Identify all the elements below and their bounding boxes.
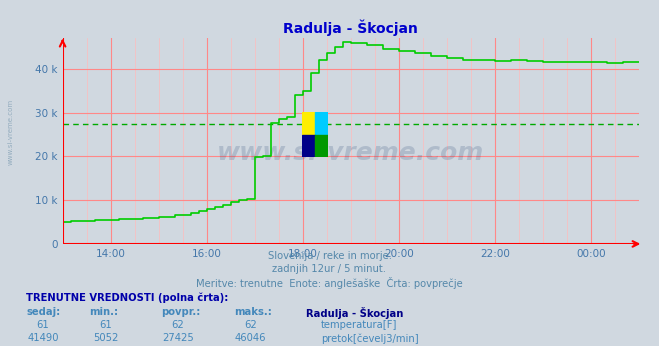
Bar <box>302 112 315 135</box>
Text: 46046: 46046 <box>235 333 266 343</box>
Text: www.si-vreme.com: www.si-vreme.com <box>217 142 484 165</box>
Text: Slovenija / reke in morje.: Slovenija / reke in morje. <box>268 251 391 261</box>
Text: TRENUTNE VREDNOSTI (polna črta):: TRENUTNE VREDNOSTI (polna črta): <box>26 292 229 303</box>
Text: 41490: 41490 <box>27 333 59 343</box>
Text: 61: 61 <box>99 320 112 330</box>
Bar <box>315 112 328 135</box>
Text: zadnjih 12ur / 5 minut.: zadnjih 12ur / 5 minut. <box>273 264 386 274</box>
Text: 5052: 5052 <box>93 333 118 343</box>
Text: temperatura[F]: temperatura[F] <box>321 320 397 330</box>
Title: Radulja - Škocjan: Radulja - Škocjan <box>283 19 418 36</box>
Bar <box>302 135 315 157</box>
Text: povpr.:: povpr.: <box>161 307 201 317</box>
Text: Meritve: trenutne  Enote: anglešaške  Črta: povprečje: Meritve: trenutne Enote: anglešaške Črta… <box>196 277 463 289</box>
Text: 61: 61 <box>36 320 49 330</box>
Text: sedaj:: sedaj: <box>26 307 61 317</box>
Text: www.si-vreme.com: www.si-vreme.com <box>8 98 14 165</box>
Text: 62: 62 <box>244 320 257 330</box>
Text: Radulja - Škocjan: Radulja - Škocjan <box>306 307 404 319</box>
Text: min.:: min.: <box>89 307 118 317</box>
Bar <box>315 135 328 157</box>
Text: maks.:: maks.: <box>234 307 272 317</box>
Text: 27425: 27425 <box>162 333 194 343</box>
Text: 62: 62 <box>171 320 185 330</box>
Text: pretok[čevelj3/min]: pretok[čevelj3/min] <box>321 333 418 344</box>
